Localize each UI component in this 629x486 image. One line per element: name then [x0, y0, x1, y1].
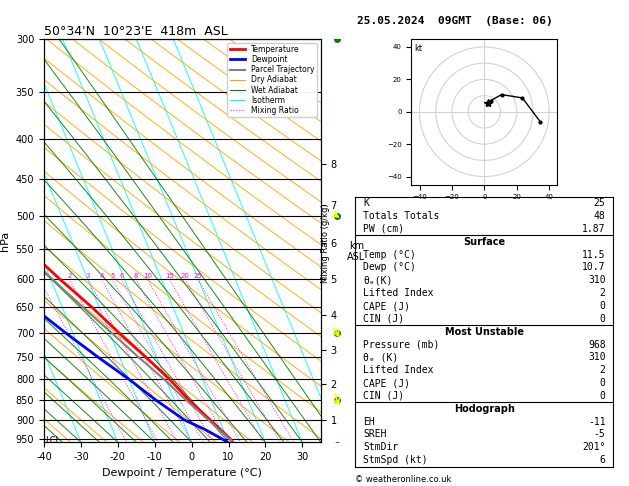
Text: 6: 6 — [119, 273, 123, 279]
Text: Dewp (°C): Dewp (°C) — [363, 262, 416, 273]
Text: PW (cm): PW (cm) — [363, 224, 404, 234]
Text: LCL: LCL — [45, 436, 60, 445]
Text: 968: 968 — [588, 340, 606, 349]
Text: 25: 25 — [594, 198, 606, 208]
Text: 310: 310 — [588, 352, 606, 363]
Text: 0: 0 — [599, 301, 606, 311]
Text: K: K — [363, 198, 369, 208]
Text: 48: 48 — [594, 211, 606, 221]
Text: -11: -11 — [588, 417, 606, 427]
Text: CAPE (J): CAPE (J) — [363, 378, 410, 388]
Text: Mixing Ratio (g/kg): Mixing Ratio (g/kg) — [321, 203, 330, 283]
Text: 10.7: 10.7 — [582, 262, 606, 273]
Text: Lifted Index: Lifted Index — [363, 365, 433, 375]
Text: StmSpd (kt): StmSpd (kt) — [363, 455, 428, 465]
Text: θₑ (K): θₑ (K) — [363, 352, 398, 363]
Text: CIN (J): CIN (J) — [363, 314, 404, 324]
Text: SREH: SREH — [363, 430, 387, 439]
Text: 201°: 201° — [582, 442, 606, 452]
Text: Temp (°C): Temp (°C) — [363, 250, 416, 260]
Text: 0: 0 — [599, 314, 606, 324]
Text: 25: 25 — [194, 273, 203, 279]
Text: kt: kt — [415, 44, 423, 53]
Text: 5: 5 — [110, 273, 114, 279]
Text: -5: -5 — [594, 430, 606, 439]
X-axis label: Dewpoint / Temperature (°C): Dewpoint / Temperature (°C) — [103, 468, 262, 478]
Text: 10: 10 — [143, 273, 152, 279]
Text: Most Unstable: Most Unstable — [445, 327, 524, 337]
Text: 310: 310 — [588, 275, 606, 285]
Text: Surface: Surface — [464, 237, 505, 247]
Text: Totals Totals: Totals Totals — [363, 211, 440, 221]
Legend: Temperature, Dewpoint, Parcel Trajectory, Dry Adiabat, Wet Adiabat, Isotherm, Mi: Temperature, Dewpoint, Parcel Trajectory… — [228, 43, 317, 117]
Text: 15: 15 — [165, 273, 174, 279]
Text: 6: 6 — [599, 455, 606, 465]
Text: 20: 20 — [181, 273, 190, 279]
Text: Lifted Index: Lifted Index — [363, 288, 433, 298]
Text: 11.5: 11.5 — [582, 250, 606, 260]
Text: 25.05.2024  09GMT  (Base: 06): 25.05.2024 09GMT (Base: 06) — [357, 16, 553, 26]
Text: 0: 0 — [599, 378, 606, 388]
Text: Pressure (mb): Pressure (mb) — [363, 340, 440, 349]
Text: 4: 4 — [99, 273, 104, 279]
Text: StmDir: StmDir — [363, 442, 398, 452]
Text: 8: 8 — [133, 273, 138, 279]
Text: CAPE (J): CAPE (J) — [363, 301, 410, 311]
Y-axis label: km
ASL: km ASL — [347, 241, 365, 262]
Text: 0: 0 — [599, 391, 606, 401]
Text: Hodograph: Hodograph — [454, 404, 515, 414]
Text: EH: EH — [363, 417, 375, 427]
Text: 2: 2 — [67, 273, 72, 279]
Text: 3: 3 — [86, 273, 90, 279]
Y-axis label: hPa: hPa — [0, 230, 10, 251]
Text: θₑ(K): θₑ(K) — [363, 275, 392, 285]
Text: 2: 2 — [599, 365, 606, 375]
Text: 2: 2 — [599, 288, 606, 298]
Text: 50°34'N  10°23'E  418m  ASL: 50°34'N 10°23'E 418m ASL — [44, 25, 228, 38]
Text: CIN (J): CIN (J) — [363, 391, 404, 401]
Text: 1.87: 1.87 — [582, 224, 606, 234]
Text: © weatheronline.co.uk: © weatheronline.co.uk — [355, 474, 452, 484]
